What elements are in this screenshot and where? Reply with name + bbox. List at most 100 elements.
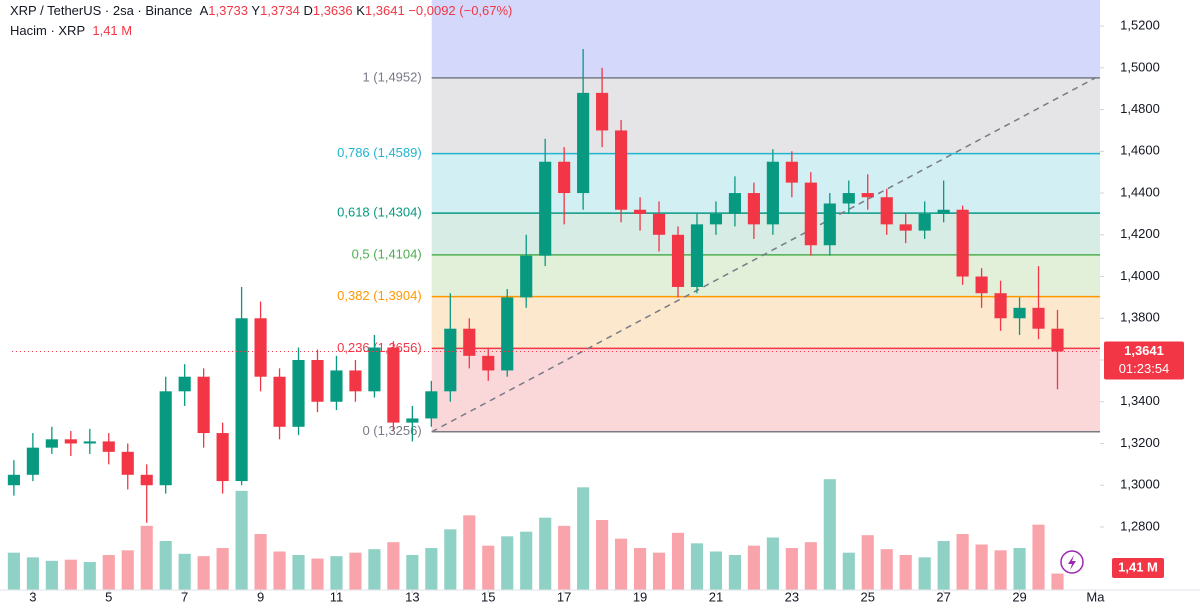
candle-body [1013, 307, 1026, 319]
candle-body [861, 193, 874, 198]
y-tick-label: 1,2800 [1120, 518, 1160, 533]
candle-body [596, 92, 609, 131]
y-tick-label: 1,3200 [1120, 435, 1160, 450]
volume-bar [406, 555, 419, 590]
volume-bar [899, 555, 912, 590]
fib-zone [431, 213, 1100, 255]
y-tick-label: 1,5200 [1120, 18, 1160, 33]
candle-body [368, 347, 381, 392]
candle-body [899, 224, 912, 231]
y-tick-label: 1,5000 [1120, 59, 1160, 74]
candle-body [747, 193, 760, 225]
volume-bar [387, 542, 400, 590]
volume-bar [690, 543, 704, 590]
fib-zone [431, 254, 1100, 297]
countdown: 01:23:54 [1119, 361, 1170, 376]
volume-bar [102, 555, 115, 590]
candle-body [558, 161, 571, 194]
x-tick-label: 29 [1012, 589, 1026, 604]
candle-body [64, 439, 77, 444]
volume-bar [652, 552, 666, 590]
volume-bar [121, 550, 134, 590]
candle-body [121, 451, 134, 475]
x-tick-label: 23 [785, 589, 799, 604]
volume-bar [83, 562, 96, 590]
candle-body [615, 130, 628, 210]
candle-body [330, 370, 343, 402]
fib-zone [431, 296, 1100, 349]
ohlc-value: 1,3734 [260, 3, 300, 18]
volume-bar [482, 545, 495, 590]
volume-bar [785, 548, 798, 590]
volume-bar [254, 534, 267, 590]
header: XRP / TetherUS · 2sa · Binance A1,3733 Y… [10, 1, 512, 41]
x-tick-label: 15 [481, 589, 495, 604]
volume-bar [975, 544, 988, 590]
ohlc: A1,3733 Y1,3734 D1,3636 K1,3641 [200, 3, 409, 18]
price-badge-label: 1,3641 [1124, 343, 1164, 358]
y-tick-label: 1,3400 [1120, 393, 1160, 408]
volume-bar [45, 560, 58, 590]
volume-bar [728, 555, 742, 590]
fib-zone [431, 153, 1100, 214]
candle-body [785, 161, 798, 183]
x-tick-label: 11 [330, 589, 344, 604]
candle-body [444, 328, 457, 392]
volume-bar [273, 551, 286, 590]
trend-line [431, 77, 1096, 433]
volume-bar [766, 537, 779, 590]
y-tick-label: 1,3800 [1120, 310, 1160, 325]
x-tick-label: 3 [29, 589, 36, 604]
fib-zone [431, 0, 1100, 78]
volume-bar [842, 552, 855, 590]
candle-body [994, 293, 1007, 319]
ohlc-value: 1,3733 [208, 3, 249, 18]
candle-body [975, 276, 988, 294]
fib-label: 0,618 (1,4304) [337, 205, 422, 220]
candle-body [235, 318, 248, 482]
candle-body [539, 161, 552, 256]
volume-line: Hacim · XRP 1,41 M [10, 21, 512, 41]
volume-badge-label: 1,41 M [1118, 559, 1158, 574]
volume-bar [918, 557, 931, 590]
candle-body [728, 193, 742, 214]
fib-label: 1 (1,4952) [362, 69, 421, 84]
volume-bar [861, 535, 874, 590]
volume-bar [615, 538, 628, 590]
candle-body [956, 209, 969, 277]
volume-bar [633, 548, 647, 590]
candle-body [937, 209, 950, 214]
price-badge [1104, 341, 1184, 380]
candle-body [520, 255, 533, 298]
volume-bar [804, 542, 817, 590]
volume-bar [463, 515, 476, 590]
candle-body [216, 433, 229, 482]
volume-bar [956, 534, 969, 590]
candle-body [254, 318, 267, 377]
fib-label: 0,5 (1,4104) [352, 246, 422, 261]
volume-bar [558, 525, 571, 590]
change: −0,0092 (−0,67%) [408, 3, 513, 18]
candle-body [178, 376, 191, 392]
x-tick-label: 19 [633, 589, 647, 604]
fib-label: 0,786 (1,4589) [337, 145, 422, 160]
candle-body [387, 347, 400, 423]
y-tick-label: 1,4000 [1120, 268, 1160, 283]
volume-bar [596, 520, 609, 590]
x-tick-label: 9 [257, 589, 264, 604]
candle-body [501, 297, 514, 371]
volume-bar [709, 551, 723, 590]
ohlc-key: A [199, 3, 209, 18]
y-tick-label: 1,4200 [1120, 226, 1160, 241]
volume-badge [1112, 558, 1164, 578]
x-tick-label: 21 [709, 589, 723, 604]
ohlc-value: 1,3636 [312, 3, 353, 18]
header-line: XRP / TetherUS · 2sa · Binance A1,3733 Y… [10, 1, 512, 21]
volume-bar [140, 525, 153, 590]
fib-zone [431, 77, 1100, 154]
candle-body [273, 376, 286, 427]
ohlc-key: K [356, 3, 365, 18]
volume-bar [235, 490, 248, 590]
